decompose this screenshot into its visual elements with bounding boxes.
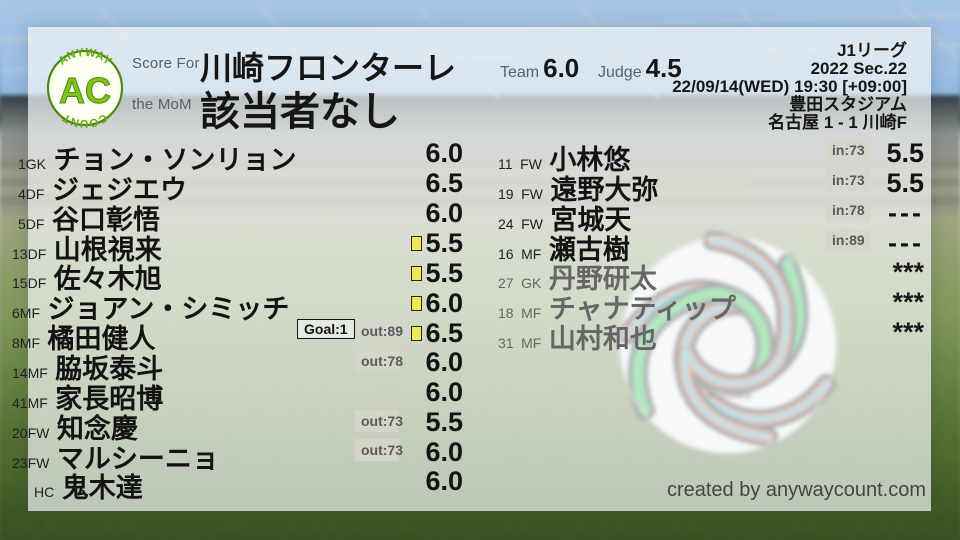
svg-text:AC: AC (59, 70, 111, 111)
